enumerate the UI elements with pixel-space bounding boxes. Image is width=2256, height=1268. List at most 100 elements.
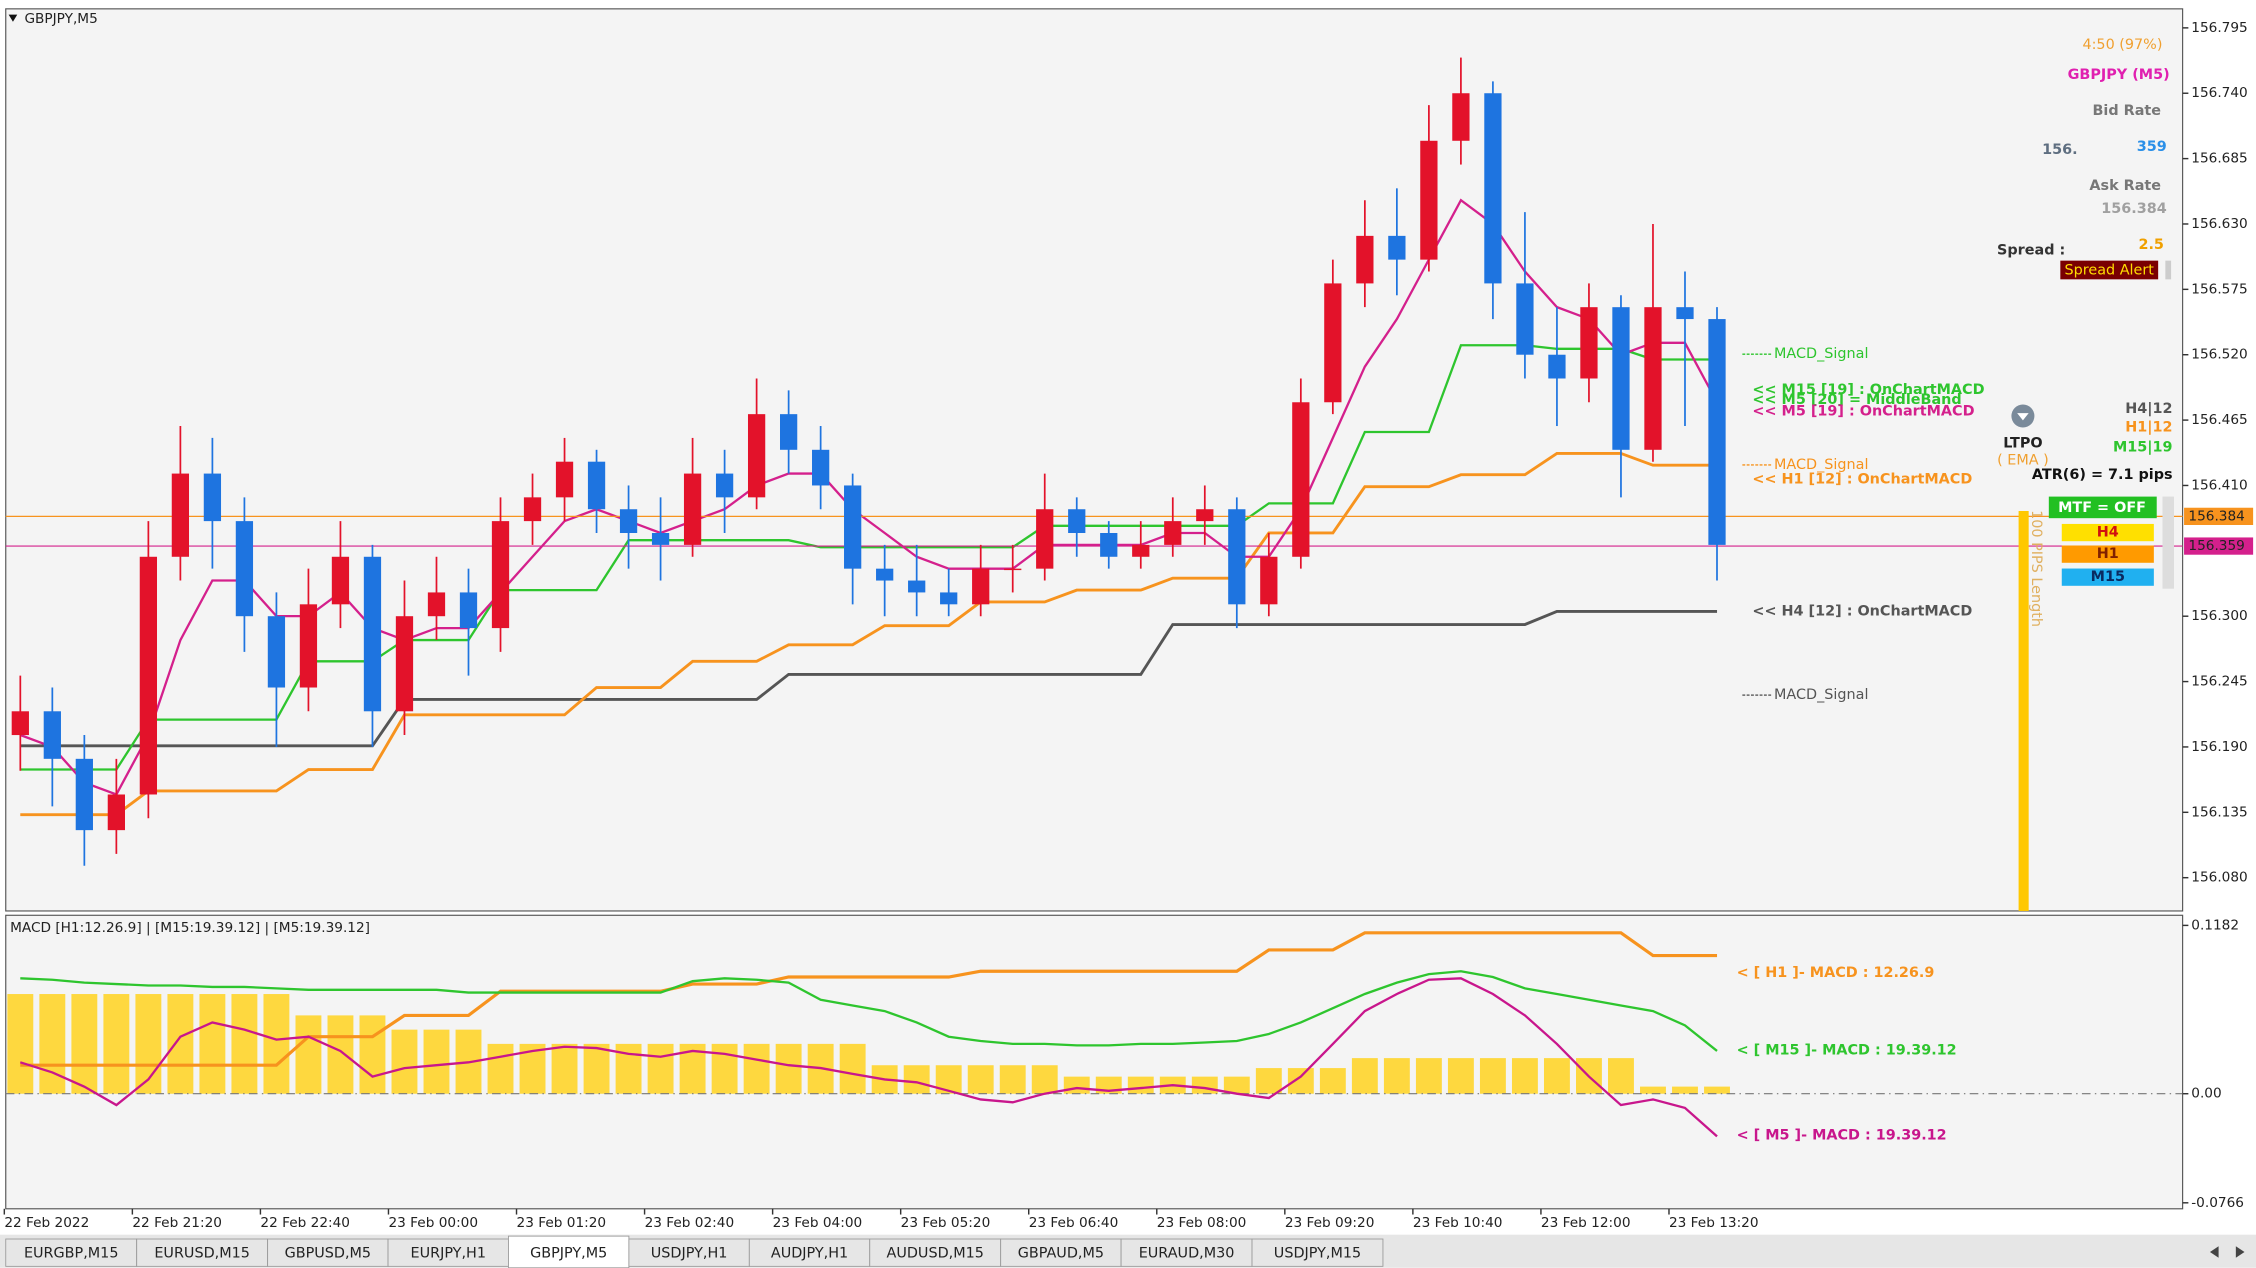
tab[interactable]	[1251, 1238, 1384, 1267]
histogram-bar	[1383, 1058, 1410, 1094]
x-tick-label: 23 Feb 00:00	[388, 1215, 478, 1231]
x-tick-label: 23 Feb 02:40	[645, 1215, 735, 1231]
tab[interactable]	[628, 1238, 750, 1267]
histogram-bar	[711, 1043, 738, 1094]
candle-body	[203, 473, 222, 522]
histogram-bar	[71, 994, 98, 1094]
histogram-bar	[7, 994, 34, 1094]
candle-body	[267, 616, 286, 688]
candle-body	[1228, 509, 1246, 605]
candle-body	[363, 556, 382, 712]
histogram-bar	[647, 1043, 674, 1094]
tab-scroll-right[interactable]	[2235, 1246, 2245, 1258]
histogram-bar	[199, 994, 226, 1094]
ltpo: LTPO	[2003, 435, 2042, 451]
candle-body	[779, 414, 798, 450]
tab-label: EURUSD,M15	[154, 1245, 250, 1261]
tab[interactable]	[267, 1238, 389, 1267]
spread-alert: Spread Alert	[2065, 263, 2155, 279]
tabs: EURGBP,M15 EURUSD,M15 GBPUSD,M5 EURJPY,H1 GB…	[5, 1235, 1384, 1268]
candle-body	[1324, 283, 1342, 403]
histogram-bar	[1543, 1058, 1570, 1094]
bid-whole: 156.	[2042, 142, 2077, 158]
histogram-bar	[1415, 1058, 1442, 1094]
y-tick-label: -0.0766	[2191, 1195, 2244, 1211]
tab[interactable]	[5, 1238, 138, 1267]
candle-body	[523, 497, 542, 522]
x-tick-label: 23 Feb 06:40	[1029, 1215, 1119, 1231]
x-tick-label: 23 Feb 05:20	[901, 1215, 991, 1231]
ask-price-label: 156.384	[2188, 508, 2244, 524]
y-tick-label: 156.410	[2191, 477, 2247, 493]
y-tick-label: 156.520	[2191, 347, 2247, 363]
annotation: << M5 [20] = MiddleBand	[1752, 392, 1961, 408]
scroll-stub	[2165, 260, 2172, 280]
window-title: GBPJPY,M5	[24, 11, 97, 27]
tab[interactable]	[1120, 1238, 1253, 1267]
mtf-box[interactable]	[2048, 496, 2157, 519]
mtf: MTF = OFF	[2058, 500, 2146, 516]
annotation: MACD_Signal	[1774, 457, 1868, 473]
timer: 4:50 (97%)	[2082, 37, 2162, 53]
candle-body	[1420, 140, 1438, 260]
mtf-row-box	[2061, 545, 2154, 563]
histogram-bar	[1031, 1065, 1058, 1094]
y-tick-label: 156.080	[2191, 870, 2247, 886]
histogram-bar	[1063, 1076, 1090, 1094]
mtf-row-box	[2061, 523, 2154, 542]
side-scroll	[2162, 496, 2174, 589]
tab[interactable]	[1000, 1238, 1122, 1267]
spread-label: Spread :	[1997, 243, 2065, 259]
tab[interactable]	[136, 1238, 269, 1267]
histogram-bar	[39, 994, 66, 1094]
candle-body	[1356, 235, 1374, 284]
candle-body	[619, 509, 638, 534]
histogram-bar	[1287, 1068, 1314, 1094]
candle-body	[1580, 307, 1598, 379]
collapse-icon[interactable]	[8, 14, 18, 22]
x-tick-label: 23 Feb 08:00	[1157, 1215, 1247, 1231]
annotation: MACD_Signal	[1774, 687, 1868, 703]
tab-scroll-left[interactable]	[2209, 1246, 2219, 1258]
info-panel: 4:50 (97%) GBPJPY (M5) Bid Rate 156. 359…	[1997, 37, 2174, 911]
tab-label: GBPUSD,M5	[285, 1245, 372, 1261]
y-tick-label: 156.740	[2191, 85, 2247, 101]
indicator-line	[20, 970, 1718, 1052]
y-tick-label: 156.465	[2191, 412, 2247, 428]
series-label: < [ M15 ]- MACD : 19.39.12	[1737, 1043, 1957, 1059]
candle-body	[331, 556, 350, 605]
ask-rate: 156.384	[2101, 201, 2166, 217]
histogram-bar	[967, 1065, 994, 1094]
histogram-bar	[1191, 1076, 1218, 1094]
candle-body	[1292, 402, 1310, 557]
ask-price-box	[2184, 507, 2254, 525]
y-tick-label: 156.795	[2191, 20, 2247, 36]
tab[interactable]	[748, 1238, 871, 1267]
candle-body	[876, 568, 894, 581]
y-tick-label: 156.685	[2191, 151, 2247, 167]
histogram-bar	[231, 994, 258, 1094]
histogram-bar	[1479, 1058, 1506, 1094]
histogram-bar	[1447, 1058, 1474, 1094]
histogram-bar	[135, 994, 162, 1094]
series-label: << H4 [12] : OnChartMACD	[1752, 604, 1972, 620]
candle-body	[171, 473, 190, 557]
histogram-bar	[487, 1043, 514, 1094]
y-tick-label: 0.00	[2191, 1086, 2221, 1102]
mtf-row: M15	[2091, 569, 2125, 585]
histogram-bar	[359, 1015, 386, 1094]
candle-body	[972, 568, 990, 605]
candle-body	[1516, 283, 1534, 355]
tab[interactable]	[387, 1238, 509, 1267]
tab-label: GBPJPY,M5	[530, 1245, 607, 1261]
bid-fraction: 359	[2137, 139, 2167, 155]
histogram-bar	[903, 1065, 930, 1094]
indicator-line	[20, 451, 1718, 817]
candle-body	[587, 461, 606, 510]
histogram-bar	[327, 1015, 354, 1094]
x-tick-label: 23 Feb 01:20	[517, 1215, 607, 1231]
series-label: << M5 [19] : OnChartMACD	[1752, 404, 1974, 420]
price-plot	[5, 57, 2183, 866]
histogram-bar	[1672, 1086, 1698, 1094]
candle-body	[1484, 93, 1502, 284]
